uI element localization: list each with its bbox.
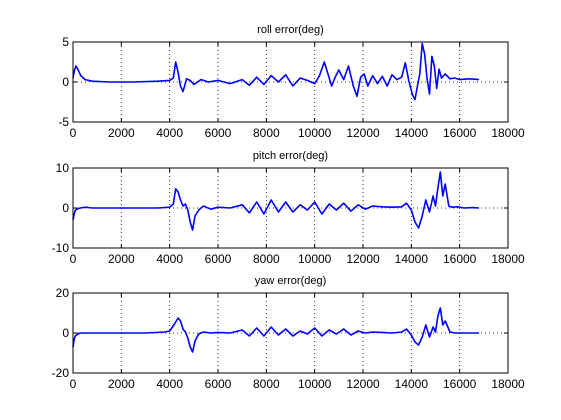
x-tick-label: 12000 (346, 126, 380, 140)
x-tick-label: 10000 (298, 377, 332, 391)
x-tick-label: 14000 (395, 377, 429, 391)
x-tick-label: 10000 (298, 126, 332, 140)
series-line (72, 42, 480, 101)
x-tick-label: 8000 (253, 252, 280, 266)
x-tick-label: 18000 (491, 252, 525, 266)
x-tick-label: 2000 (108, 252, 135, 266)
y-tick-label: 10 (56, 161, 70, 175)
y-tick-label: 5 (62, 35, 69, 49)
chart-title: roll error(deg) (257, 24, 324, 36)
x-tick-label: 6000 (205, 252, 232, 266)
x-tick-label: 12000 (346, 377, 380, 391)
x-tick-label: 14000 (395, 126, 429, 140)
y-tick-label: 20 (56, 286, 70, 300)
series-line (72, 307, 479, 353)
chart-title: yaw error(deg) (255, 275, 327, 287)
x-tick-label: 2000 (108, 126, 135, 140)
x-tick-label: 0 (70, 252, 77, 266)
subplot-1: 0 2000 4000 6000 8000 10000 12000 14000 16000 180… (58, 24, 525, 140)
x-tick-label: 16000 (443, 377, 477, 391)
x-tick-label: 2000 (108, 377, 135, 391)
y-tick-label: 0 (62, 75, 69, 89)
y-tick-label: -5 (58, 115, 69, 129)
x-tick-label: 10000 (298, 252, 332, 266)
x-tick-label: 4000 (156, 377, 183, 391)
y-tick-label: 0 (62, 326, 69, 340)
x-tick-label: 4000 (156, 126, 183, 140)
x-tick-label: 16000 (443, 252, 477, 266)
x-tick-label: 8000 (253, 126, 280, 140)
x-tick-label: 8000 (253, 377, 280, 391)
x-tick-label: 6000 (205, 126, 232, 140)
x-tick-label: 16000 (443, 126, 477, 140)
chart-title: pitch error(deg) (253, 150, 328, 162)
x-tick-label: 0 (70, 377, 77, 391)
subplot-2: 0 2000 4000 6000 8000 10000 12000 14000 16000 180… (52, 150, 525, 266)
y-tick-label: -20 (52, 366, 70, 380)
x-tick-label: 14000 (395, 252, 429, 266)
x-tick-label: 12000 (346, 252, 380, 266)
x-tick-label: 18000 (491, 377, 525, 391)
y-tick-label: -10 (52, 241, 70, 255)
x-tick-label: 6000 (205, 377, 232, 391)
x-tick-label: 0 (70, 126, 77, 140)
x-tick-label: 4000 (156, 252, 183, 266)
y-tick-label: 0 (62, 201, 69, 215)
series-line (72, 171, 480, 231)
subplot-3: 0 2000 4000 6000 8000 10000 12000 14000 16000 180… (52, 275, 525, 391)
x-tick-label: 18000 (491, 126, 525, 140)
